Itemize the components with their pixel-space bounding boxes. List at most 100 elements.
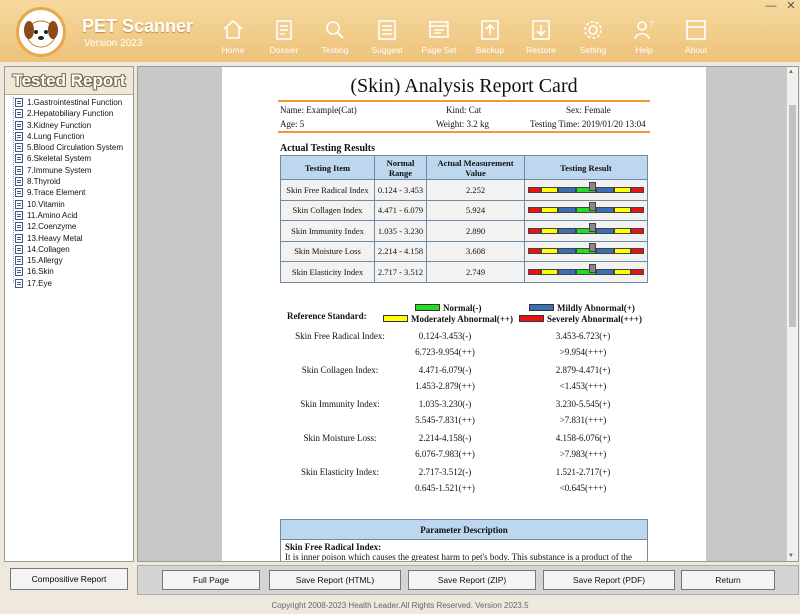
- report-doc-icon: [15, 120, 23, 130]
- legend-moderate: Moderately Abnormal(++): [411, 314, 513, 324]
- reference-moderate: 6.723-9.954(++): [415, 347, 475, 357]
- tree-item[interactable]: 10.Vitamin: [13, 199, 133, 210]
- tree-item[interactable]: 13.Heavy Metal: [13, 233, 133, 244]
- nav-setting[interactable]: Setting: [567, 18, 619, 55]
- table-row: Skin Free Radical Index 0.124 - 3.453 2.25…: [280, 179, 648, 201]
- svg-text:?: ?: [649, 20, 654, 29]
- tree-item[interactable]: 8.Thyroid: [13, 176, 133, 187]
- nav-label: Setting: [579, 45, 607, 55]
- testing-item: Skin Collagen Index: [280, 199, 375, 221]
- legend-mild: Mildly Abnormal(+): [557, 303, 635, 313]
- testing-icon: [326, 21, 344, 39]
- tree-item[interactable]: 17.Eye: [13, 278, 133, 289]
- normal-range: 2.214 - 4.158: [374, 240, 427, 262]
- pet-name: Name: Example(Cat): [280, 105, 357, 115]
- reference-mild: 3.230-5.545(+): [555, 399, 611, 409]
- result-bar: [528, 243, 644, 256]
- tree-item[interactable]: 11.Amino Acid: [13, 210, 133, 221]
- nav-label: Restore: [526, 45, 556, 55]
- nav-home[interactable]: Home: [207, 18, 259, 55]
- save-zip-button[interactable]: Save Report (ZIP): [408, 570, 536, 590]
- pet-sex: Sex: Female: [566, 105, 611, 115]
- actual-value: 2.749: [426, 261, 525, 283]
- normal-range: 2.717 - 3.512: [374, 261, 427, 283]
- dossier-icon: [276, 20, 292, 40]
- tree-item[interactable]: 6.Skeletal System: [13, 153, 133, 164]
- scroll-thumb[interactable]: [789, 105, 796, 327]
- tree-item-label: 10.Vitamin: [27, 199, 65, 209]
- nav-about[interactable]: About: [670, 18, 722, 55]
- reference-name: Skin Moisture Loss:: [303, 433, 377, 443]
- result-bar: [528, 181, 644, 195]
- tree-item-label: 1.Gastrointestinal Function: [27, 98, 123, 107]
- actual-value: 2.890: [426, 220, 525, 242]
- tree-item[interactable]: 16.Skin: [13, 266, 133, 277]
- sidebar: Tested Report 1.Gastrointestinal Functio…: [4, 66, 134, 562]
- report-doc-icon: [15, 278, 23, 288]
- reference-normal: 4.471-6.079(-): [418, 365, 472, 375]
- report-doc-icon: [15, 143, 23, 153]
- report-scrollbar[interactable]: ▲ ▼: [786, 67, 798, 561]
- parameter-heading: Skin Free Radical Index:: [285, 542, 382, 552]
- tree-item[interactable]: 2.Hepatobiliary Function: [13, 108, 133, 119]
- suggest-icon: [378, 20, 396, 40]
- nav-help[interactable]: ? Help: [618, 18, 670, 55]
- nav-testing[interactable]: Testing: [309, 18, 361, 55]
- return-button[interactable]: Return: [681, 570, 775, 590]
- nav-label: Backup: [475, 45, 505, 55]
- tree-item[interactable]: 14.Collagen: [13, 244, 133, 255]
- actual-value: 2.252: [426, 179, 525, 201]
- table-row: Skin Elasticity Index 2.717 - 3.512 2.749: [280, 261, 648, 283]
- tree-item[interactable]: 5.Blood Circulation System: [13, 142, 133, 153]
- testing-item: Skin Immunity Index: [280, 220, 375, 242]
- reference-moderate: 6.076-7.983(++): [415, 449, 475, 459]
- tree-item[interactable]: 15.Allergy: [13, 255, 133, 266]
- normal-range: 4.471 - 6.079: [374, 199, 427, 221]
- nav-dossier[interactable]: Dossier: [258, 18, 310, 55]
- reference-severe: <1.453(+++): [559, 381, 607, 391]
- pet-kind: Kind: Cat: [446, 105, 482, 115]
- legend-severe: Severely Abnormal(+++): [547, 314, 642, 324]
- nav-suggest[interactable]: Suggest: [361, 18, 413, 55]
- tree-item[interactable]: 9.Trace Element: [13, 187, 133, 198]
- backup-icon: [481, 20, 499, 40]
- reference-label: Reference Standard:: [287, 311, 367, 321]
- nav-label: Testing: [321, 45, 349, 55]
- tree-item[interactable]: 12.Coenzyme: [13, 221, 133, 232]
- parameter-text: It is inner poison which causes the grea…: [285, 552, 633, 562]
- testing-item: Skin Moisture Loss: [280, 240, 375, 262]
- app-header: PET Scanner Version 2023 Home Dossier Test…: [0, 0, 800, 62]
- about-icon: [686, 20, 706, 40]
- report-doc-icon: [15, 244, 23, 254]
- testing-time: Testing Time: 2019/01/20 13:04: [530, 119, 646, 129]
- tree-item[interactable]: 3.Kidney Function: [13, 120, 133, 131]
- col-normal-range: Normal Range: [374, 155, 427, 180]
- save-html-button[interactable]: Save Report (HTML): [269, 570, 401, 590]
- tree-item[interactable]: 7.Immune System: [13, 165, 133, 176]
- scroll-down-icon[interactable]: ▼: [788, 553, 794, 559]
- tree-item[interactable]: 1.Gastrointestinal Function: [13, 97, 133, 108]
- reference-severe: >7.983(+++): [559, 449, 607, 459]
- save-pdf-button[interactable]: Save Report (PDF): [543, 570, 675, 590]
- nav-backup[interactable]: Backup: [464, 18, 516, 55]
- tree-item-label: 8.Thyroid: [27, 177, 61, 187]
- scroll-up-icon[interactable]: ▲: [788, 69, 794, 75]
- nav-restore[interactable]: Restore: [515, 18, 567, 55]
- nav-page-set[interactable]: Page Set: [413, 18, 465, 55]
- report-doc-icon: [15, 233, 23, 243]
- tree-item[interactable]: 4.Lung Function: [13, 131, 133, 142]
- tree-item-label: 17.Eye: [27, 278, 52, 288]
- close-button[interactable]: ✕: [786, 0, 796, 12]
- report-doc-icon: [15, 154, 23, 164]
- compositive-report-button[interactable]: Compositive Report: [10, 568, 128, 590]
- full-page-button[interactable]: Full Page: [162, 570, 260, 590]
- result-cell: [524, 240, 648, 262]
- nav-label: About: [684, 45, 708, 55]
- minimize-button[interactable]: —: [765, 0, 777, 12]
- table-row: Skin Immunity Index 1.035 - 3.230 2.890: [280, 220, 648, 242]
- nav-label: Page Set: [421, 45, 457, 55]
- tree-item-label: 14.Collagen: [27, 244, 70, 254]
- col-testing-result: Testing Result: [524, 155, 648, 180]
- col-actual-value: Actual Measurement Value: [426, 155, 525, 180]
- report-doc-icon: [15, 267, 23, 277]
